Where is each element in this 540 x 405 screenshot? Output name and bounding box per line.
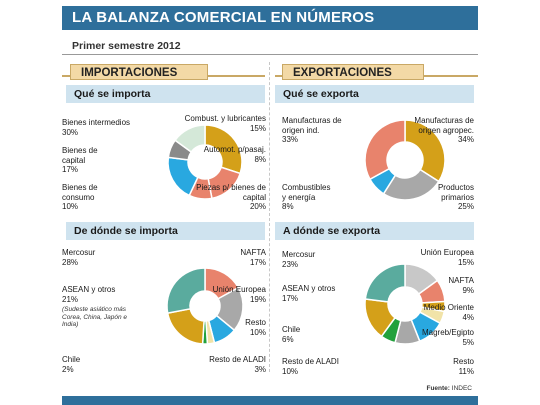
exp-where-label-magreb: Magreb/Egipto 5% xyxy=(421,328,474,347)
donut-charts xyxy=(166,119,446,345)
imp-where-donut-hole xyxy=(190,291,220,321)
exp-where-label-ue: Unión Europea 15% xyxy=(420,248,474,267)
subtitle-rule xyxy=(62,54,478,55)
column-divider xyxy=(269,62,270,372)
infographic: LA BALANZA COMERCIAL EN NÚMEROS Primer s… xyxy=(62,0,478,405)
exp-where-label-medio-oriente: Medio Oriente 4% xyxy=(423,303,474,322)
imp-where-label-nafta: NAFTA 17% xyxy=(240,248,266,267)
exp-what-label-combustibles: Combustibles y energía 8% xyxy=(282,183,331,212)
imp-what-label-piezas: Piezas p/ bienes de capital 20% xyxy=(196,183,266,212)
imp-where-label-resto-aladi: Resto de ALADI 3% xyxy=(209,355,266,374)
page-subtitle: Primer semestre 2012 xyxy=(72,40,181,52)
exp-what-label-moa: Manufacturas de origen agropec. 34% xyxy=(414,116,474,145)
imp-where-label-chile: Chile 2% xyxy=(62,355,81,374)
exports-section-tab: EXPORTACIONES xyxy=(282,64,424,80)
panel-head-imports-where: De dónde se importa xyxy=(66,222,265,240)
imp-what-label-combustibles: Combust. y lubricantes 15% xyxy=(184,114,266,133)
panel-head-imports-what: Qué se importa xyxy=(66,85,265,103)
source-note: Fuente: INDEC xyxy=(426,385,472,392)
imp-where-label-resto: Resto 10% xyxy=(245,318,266,337)
panel-head-exports-what: Qué se exporta xyxy=(275,85,474,103)
exp-where-label-nafta: NAFTA 9% xyxy=(448,276,474,295)
exp-what-label-primarios: Productos primarios 25% xyxy=(437,183,474,212)
imp-where-asean-note: (Sudeste asiático más Corea, China, Japó… xyxy=(62,306,128,328)
imp-what-slice-combust-y-lubricantes xyxy=(174,124,206,154)
exp-where-label-resto-aladi: Resto de ALADI 10% xyxy=(282,357,339,376)
exp-where-donut-hole xyxy=(388,287,422,321)
imp-where-slice-mercosur xyxy=(166,267,206,314)
bottom-bar xyxy=(62,396,478,405)
exp-where-label-resto: Resto 11% xyxy=(453,357,474,376)
imp-what-label-automotores: Automot. p/pasaj. 8% xyxy=(203,145,266,164)
imp-where-label-ue: Unión Europea 19% xyxy=(212,285,266,304)
panel-head-exports-where: A dónde se exporta xyxy=(275,222,474,240)
exp-where-label-mercosur: Mercosur 23% xyxy=(282,250,316,269)
exp-what-donut-hole xyxy=(387,142,423,178)
exp-where-label-chile: Chile 6% xyxy=(282,325,301,344)
imp-where-label-asean: ASEAN y otros 21% xyxy=(62,285,116,304)
exp-where-slice-mercosur xyxy=(364,263,406,303)
imports-section-tab: IMPORTACIONES xyxy=(70,64,208,80)
imp-what-donut-hole xyxy=(188,145,222,179)
page-title: LA BALANZA COMERCIAL EN NÚMEROS xyxy=(62,6,478,30)
imp-where-label-mercosur: Mercosur 28% xyxy=(62,248,96,267)
exp-what-slice-manufacturas-de-origen-ind xyxy=(364,119,406,181)
exp-what-label-moi: Manufacturas de origen ind. 33% xyxy=(282,116,342,145)
exp-what-slice-manufacturas-de-origen-agropec xyxy=(404,119,446,183)
imp-what-label-bienes-capital: Bienes de capital 17% xyxy=(62,146,98,175)
imp-what-label-bienes-consumo: Bienes de consumo 10% xyxy=(62,183,98,212)
exp-where-label-asean: ASEAN y otros 17% xyxy=(282,284,336,303)
imp-what-label-bienes-intermedios: Bienes intermedios 30% xyxy=(62,118,131,137)
